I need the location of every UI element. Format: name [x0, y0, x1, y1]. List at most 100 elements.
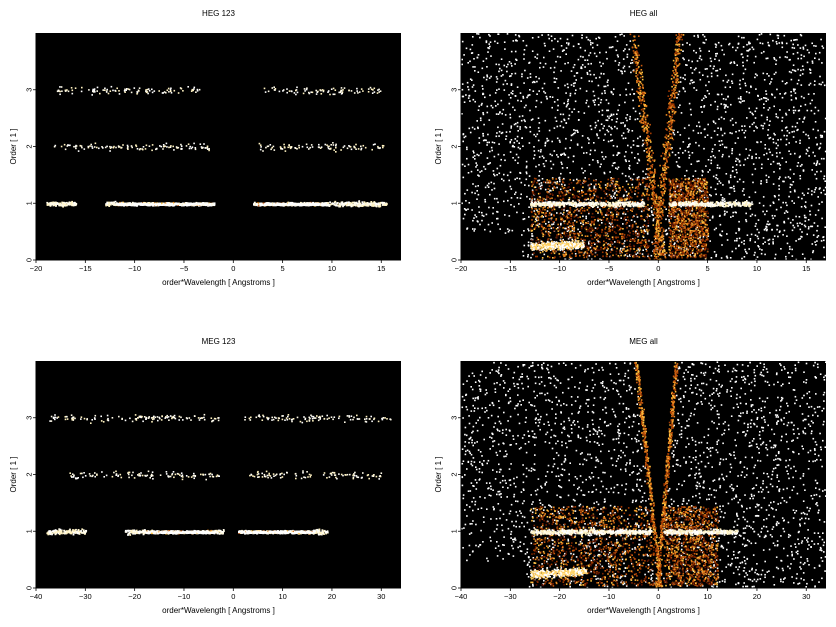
- data-point: [481, 102, 483, 105]
- data-point: [805, 133, 807, 136]
- data-point: [784, 176, 787, 179]
- data-point: [593, 179, 595, 182]
- data-point: [507, 199, 509, 202]
- data-point: [476, 164, 478, 166]
- data-point: [558, 176, 561, 179]
- data-point: [572, 188, 575, 190]
- data-point: [624, 240, 626, 242]
- data-point: [823, 246, 825, 249]
- data-point: [643, 230, 646, 232]
- data-point: [702, 171, 704, 173]
- data-point: [786, 56, 788, 59]
- data-point: [489, 230, 492, 233]
- data-point: [543, 198, 545, 200]
- data-point: [181, 202, 185, 205]
- data-point: [701, 174, 703, 177]
- data-point: [75, 147, 77, 150]
- data-point: [742, 78, 744, 80]
- data-point: [710, 186, 712, 189]
- data-point: [257, 204, 260, 207]
- data-point: [707, 123, 709, 126]
- data-point: [674, 194, 676, 196]
- data-point: [597, 36, 600, 39]
- data-point: [779, 164, 782, 166]
- data-point: [732, 46, 734, 49]
- data-point: [715, 255, 717, 258]
- data-point: [163, 91, 166, 93]
- data-point: [59, 93, 61, 96]
- data-point: [375, 205, 378, 208]
- data-point: [760, 33, 763, 35]
- data-point: [702, 218, 705, 220]
- data-point: [592, 90, 595, 93]
- data-point: [283, 146, 286, 148]
- data-point: [722, 153, 724, 156]
- data-point: [698, 188, 701, 191]
- data-point: [751, 173, 754, 176]
- data-point: [781, 96, 784, 99]
- data-point: [813, 222, 816, 224]
- data-point: [490, 181, 493, 184]
- data-point: [642, 177, 644, 179]
- x-tick-label: −15: [79, 264, 92, 273]
- data-point: [511, 65, 513, 67]
- data-point: [332, 87, 335, 90]
- data-point: [555, 60, 557, 63]
- data-point: [170, 90, 172, 92]
- data-point: [767, 41, 769, 44]
- data-point: [624, 124, 626, 126]
- data-point: [195, 203, 198, 206]
- data-point: [110, 201, 112, 204]
- data-point: [755, 125, 757, 128]
- data-point: [611, 128, 613, 130]
- data-point: [109, 147, 112, 149]
- data-point: [537, 117, 540, 119]
- data-point: [592, 46, 594, 49]
- data-point: [137, 89, 140, 92]
- data-point: [638, 233, 640, 235]
- data-point: [493, 187, 496, 190]
- data-point: [618, 62, 621, 64]
- data-point: [739, 87, 742, 90]
- data-point: [647, 255, 649, 258]
- data-point: [698, 71, 701, 74]
- data-point: [553, 101, 556, 103]
- data-point: [155, 148, 158, 150]
- data-point: [695, 220, 698, 222]
- data-point: [763, 122, 766, 125]
- data-point: [495, 63, 498, 66]
- data-point: [764, 144, 766, 146]
- data-point: [503, 64, 506, 67]
- data-point: [709, 194, 711, 196]
- data-point: [522, 255, 525, 257]
- data-point: [808, 84, 810, 86]
- data-point: [321, 202, 324, 204]
- data-point: [474, 158, 476, 160]
- data-point: [702, 190, 705, 192]
- data-point: [749, 42, 751, 45]
- data-point: [703, 196, 706, 199]
- data-point: [721, 197, 724, 199]
- data-point: [320, 89, 322, 92]
- data-point: [588, 54, 590, 57]
- data-point: [113, 201, 116, 204]
- data-point: [182, 90, 184, 92]
- data-point: [668, 236, 671, 239]
- data-point: [688, 102, 691, 105]
- data-point: [772, 202, 775, 204]
- data-point: [669, 249, 671, 251]
- data-point: [119, 202, 122, 205]
- data-point: [761, 249, 763, 251]
- data-point: [502, 74, 504, 76]
- data-point: [510, 62, 512, 65]
- data-point: [818, 58, 820, 61]
- data-point: [599, 101, 602, 104]
- data-point: [170, 145, 172, 147]
- data-point: [559, 125, 562, 127]
- data-point: [642, 230, 644, 232]
- data-point: [801, 253, 804, 255]
- data-point: [538, 164, 540, 166]
- data-point: [52, 203, 55, 206]
- data-point: [279, 146, 282, 148]
- data-point: [114, 203, 116, 206]
